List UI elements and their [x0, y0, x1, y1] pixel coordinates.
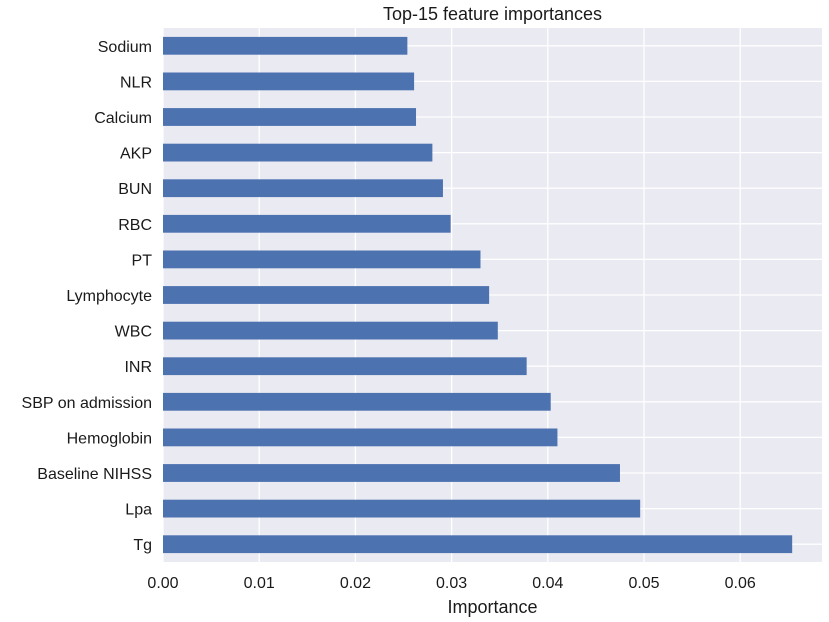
y-tick-label: Lymphocyte [66, 288, 152, 305]
x-tick-label: 0.05 [628, 575, 659, 592]
x-tick-label: 0.00 [147, 575, 178, 592]
y-tick-labels: Sodium NLR Calcium AKP BUN RBC PT Lymphocyte WBC… [22, 39, 153, 554]
bar-akp [163, 143, 433, 162]
bars [163, 36, 793, 554]
y-tick-label: Lpa [125, 502, 152, 519]
bar-baseline-nihss [163, 464, 620, 482]
bar-tg [163, 535, 793, 554]
bar-lpa [163, 499, 641, 518]
y-tick-label: Sodium [98, 39, 152, 56]
bar-lymphocyte [163, 286, 490, 304]
x-tick-label: 0.02 [340, 575, 371, 592]
x-tick-labels: 0.00 0.01 0.02 0.03 0.04 0.05 0.06 [147, 575, 755, 592]
y-tick-label: SBP on admission [22, 395, 152, 412]
bar-pt [163, 250, 481, 269]
y-tick-label: Calcium [94, 110, 152, 127]
y-tick-label: NLR [120, 74, 152, 91]
x-tick-label: 0.03 [436, 575, 467, 592]
x-tick-label: 0.06 [725, 575, 756, 592]
y-tick-label: PT [132, 252, 153, 269]
x-axis-label: Importance [447, 597, 537, 617]
bar-calcium [163, 108, 417, 126]
y-tick-label: INR [124, 359, 152, 376]
y-tick-label: Baseline NIHSS [37, 466, 152, 483]
bar-hemoglobin [163, 428, 558, 447]
bar-bun [163, 179, 443, 198]
y-tick-label: Tg [133, 537, 152, 554]
bar-inr [163, 357, 527, 376]
y-tick-label: Hemoglobin [67, 430, 152, 447]
x-tick-label: 0.01 [244, 575, 275, 592]
y-tick-label: WBC [115, 324, 152, 341]
bar-wbc [163, 321, 498, 340]
bar-sbp-on-admission [163, 392, 551, 411]
bar-rbc [163, 214, 451, 233]
y-tick-label: RBC [118, 217, 152, 234]
bar-sodium [163, 36, 408, 55]
chart-title: Top-15 feature importances [383, 4, 602, 24]
y-tick-label: AKP [120, 146, 152, 163]
x-tick-label: 0.04 [532, 575, 563, 592]
bar-nlr [163, 72, 415, 91]
y-tick-label: BUN [118, 181, 152, 198]
